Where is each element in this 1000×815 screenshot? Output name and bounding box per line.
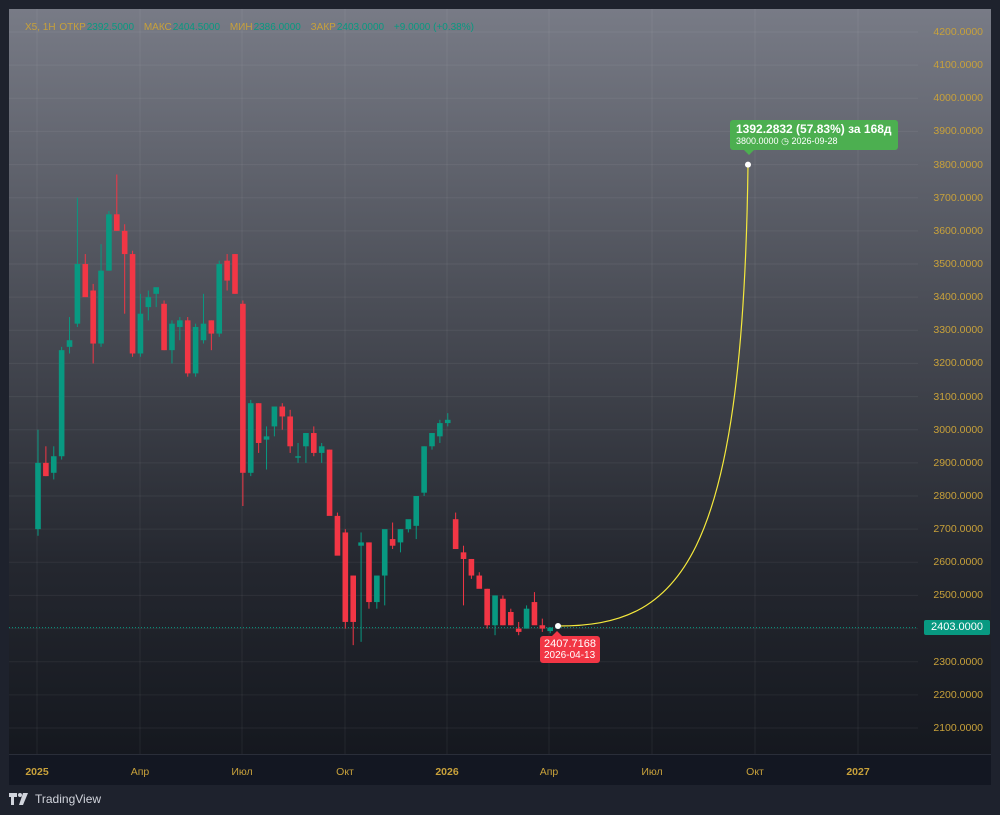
price-tick: 3900.0000 — [933, 125, 983, 138]
projection-start-date: 2026-04-13 — [544, 650, 596, 661]
time-tick: Окт — [746, 766, 764, 778]
time-tick: Окт — [336, 766, 354, 778]
price-tick: 3100.0000 — [933, 390, 983, 403]
price-tick: 2800.0000 — [933, 490, 983, 502]
legend-high-value: 2404.5000 — [172, 22, 221, 33]
legend-open-value: 2392.5000 — [86, 22, 135, 33]
price-tick: 2700.0000 — [933, 523, 983, 536]
price-tick: 2500.0000 — [933, 589, 983, 602]
time-tick: Июл — [231, 766, 253, 778]
price-tick: 3300.0000 — [933, 324, 983, 337]
projection-change-text: 1392.2832 (57.83%) за 168д — [736, 122, 892, 136]
time-tick: 2027 — [846, 766, 870, 778]
price-tick: 3600.0000 — [933, 224, 983, 237]
tradingview-logo-icon — [9, 793, 28, 805]
price-tick: 3000.0000 — [933, 423, 983, 436]
time-tick: Июл — [641, 766, 663, 778]
price-tick: 2300.0000 — [933, 655, 983, 668]
candlestick-plot[interactable] — [9, 9, 918, 754]
price-tick: 3400.0000 — [933, 291, 983, 304]
price-tick: 2200.0000 — [933, 688, 983, 701]
projection-start-label[interactable]: 2407.7168 2026-04-13 — [540, 631, 600, 663]
price-tick: 3700.0000 — [933, 191, 983, 204]
price-tick: 4000.0000 — [933, 92, 983, 105]
legend-change: +9.0000 (+0.38%) — [393, 22, 474, 33]
price-tick: 2600.0000 — [933, 556, 983, 569]
legend-symbol[interactable]: X5, 1Н — [25, 22, 56, 33]
tradingview-branding[interactable]: TradingView — [9, 792, 101, 806]
time-tick: Апр — [539, 766, 559, 778]
ohlc-legend: X5, 1Н ОТКР2392.5000 МАКС2404.5000 МИН23… — [25, 22, 481, 33]
price-scale[interactable]: 4200.0000 4100.0000 4000.0000 3900.0000 3800… — [918, 9, 991, 754]
price-tick: 3800.0000 — [933, 158, 983, 171]
projection-target-info: 3800.0000 ◷ 2026-09-28 — [736, 136, 892, 147]
price-tick: 3200.0000 — [933, 357, 983, 370]
time-tick: 2026 — [435, 766, 459, 778]
brand-name: TradingView — [35, 792, 102, 806]
legend-low-label: МИН — [229, 22, 253, 33]
time-tick: 2025 — [25, 766, 49, 778]
legend-close-label: ЗАКР — [310, 22, 336, 33]
clock-icon: ◷ — [781, 136, 789, 146]
price-tick: 2100.0000 — [933, 722, 983, 734]
time-scale[interactable]: 2025 Апр Июл Окт 2026 Апр Июл Окт 2027 — [9, 754, 991, 785]
price-tick: 3500.0000 — [933, 258, 983, 270]
projection-target-date: 2026-09-28 — [791, 136, 838, 146]
time-tick: Апр — [130, 766, 150, 778]
price-tick: 4100.0000 — [933, 59, 983, 72]
legend-high-label: МАКС — [143, 22, 172, 33]
projection-target-label[interactable]: 1392.2832 (57.83%) за 168д 3800.0000 ◷ 2… — [730, 120, 898, 155]
legend-open-label: ОТКР — [59, 22, 86, 33]
projection-target-price: 3800.0000 — [736, 136, 779, 146]
last-price-label: 2403.0000 — [924, 620, 990, 635]
price-tick: 2900.0000 — [933, 456, 983, 469]
legend-low-value: 2386.0000 — [253, 22, 301, 33]
price-tick: 4200.0000 — [933, 26, 983, 38]
legend-close-value: 2403.0000 — [336, 22, 385, 33]
projection-start-price: 2407.7168 — [544, 638, 596, 650]
